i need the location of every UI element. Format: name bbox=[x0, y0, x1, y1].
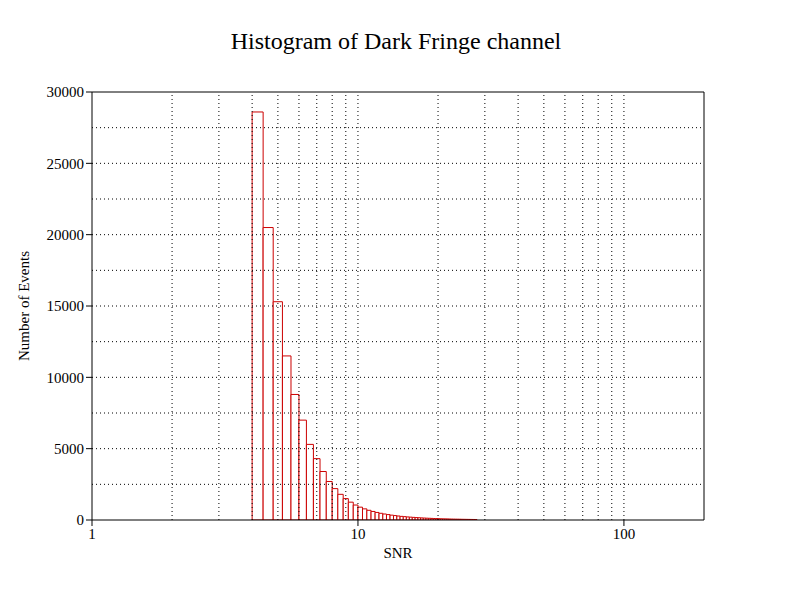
svg-text:Number of Events: Number of Events bbox=[16, 251, 32, 361]
svg-text:25000: 25000 bbox=[47, 156, 85, 172]
html-text:Histogram of Dark Fringe chann: Histogram of Dark Fringe channel bbox=[230, 28, 562, 54]
svg-text:15000: 15000 bbox=[47, 298, 85, 314]
svg-text:100: 100 bbox=[613, 526, 636, 542]
svg-text:10000: 10000 bbox=[47, 370, 85, 386]
svg-text:5000: 5000 bbox=[54, 441, 84, 457]
svg-text:10: 10 bbox=[350, 526, 365, 542]
svg-text:0: 0 bbox=[77, 512, 85, 528]
svg-text:30000: 30000 bbox=[47, 84, 85, 100]
svg-text:SNR: SNR bbox=[383, 545, 412, 561]
svg-text:20000: 20000 bbox=[47, 227, 85, 243]
svg-text:1: 1 bbox=[88, 526, 96, 542]
